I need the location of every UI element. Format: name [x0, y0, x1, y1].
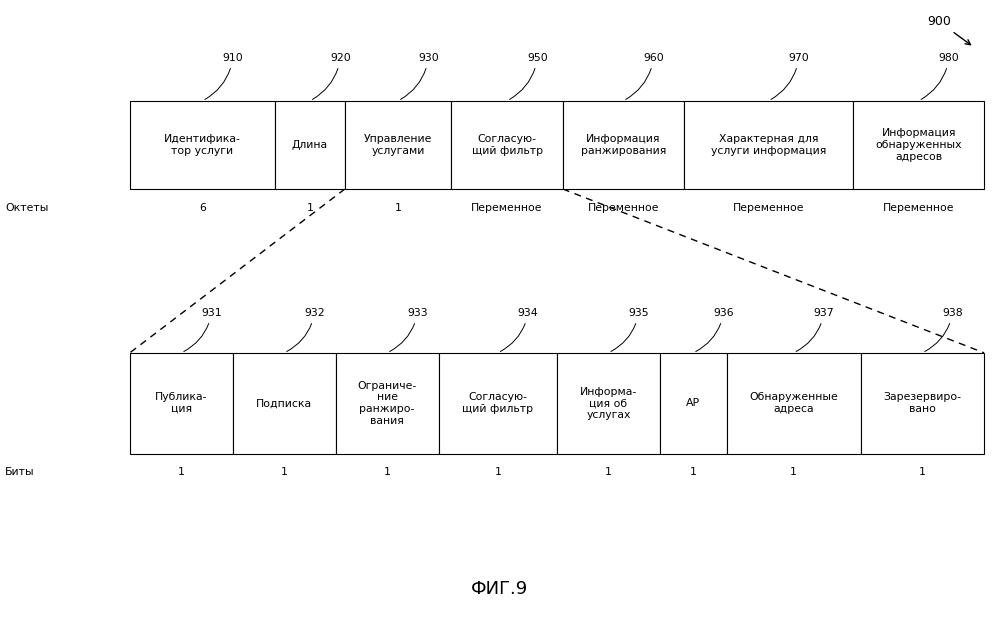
Text: Октеты: Октеты — [5, 203, 48, 213]
Text: Информация
ранжирования: Информация ранжирования — [580, 134, 666, 156]
Text: 1: 1 — [919, 467, 926, 478]
Text: Информация
обнаруженных
адресов: Информация обнаруженных адресов — [875, 129, 962, 161]
Bar — [336, 353, 439, 454]
Text: 930: 930 — [401, 53, 439, 100]
Text: 1: 1 — [690, 467, 696, 478]
Text: 970: 970 — [771, 53, 809, 100]
Text: ФИГ.9: ФИГ.9 — [471, 580, 528, 598]
Text: 1: 1 — [281, 467, 288, 478]
Bar — [853, 101, 984, 189]
Text: 1: 1 — [605, 467, 611, 478]
Text: Переменное: Переменное — [883, 203, 954, 213]
Text: Биты: Биты — [5, 467, 35, 478]
Text: 938: 938 — [925, 308, 963, 352]
Text: Ограниче-
ние
ранжиро-
вания: Ограниче- ние ранжиро- вания — [358, 381, 417, 426]
Bar — [562, 101, 683, 189]
Bar — [726, 353, 860, 454]
Text: Управление
услугами: Управление услугами — [364, 134, 433, 156]
Text: 950: 950 — [509, 53, 547, 100]
Text: Длина: Длина — [292, 140, 328, 150]
Text: 936: 936 — [695, 308, 734, 352]
Text: Характерная для
услуги информация: Характерная для услуги информация — [711, 134, 826, 156]
Text: Переменное: Переменное — [733, 203, 804, 213]
Text: Переменное: Переменное — [472, 203, 542, 213]
Text: 1: 1 — [178, 467, 185, 478]
Text: 910: 910 — [205, 53, 243, 100]
Text: Подписка: Подписка — [256, 398, 313, 408]
Text: 1: 1 — [395, 203, 402, 213]
Bar — [345, 101, 452, 189]
Text: 932: 932 — [287, 308, 325, 352]
Text: 934: 934 — [500, 308, 538, 352]
Text: 900: 900 — [927, 15, 971, 45]
Text: 980: 980 — [921, 53, 959, 100]
Text: 931: 931 — [184, 308, 222, 352]
Text: Обнаруженные
адреса: Обнаруженные адреса — [749, 392, 838, 414]
Bar — [130, 101, 275, 189]
Bar — [556, 353, 660, 454]
Text: Согласую-
щий фильтр: Согласую- щий фильтр — [463, 392, 533, 414]
Text: 1: 1 — [495, 467, 501, 478]
Bar — [439, 353, 556, 454]
Text: Зарезервиро-
вано: Зарезервиро- вано — [883, 392, 961, 414]
Text: 920: 920 — [313, 53, 351, 100]
Text: 935: 935 — [610, 308, 649, 352]
Text: Переменное: Переменное — [587, 203, 659, 213]
Text: 1: 1 — [790, 467, 797, 478]
Text: Публика-
ция: Публика- ция — [155, 392, 208, 414]
Text: 1: 1 — [384, 467, 391, 478]
Bar — [660, 353, 726, 454]
Text: АР: АР — [686, 398, 700, 408]
Text: Информа-
ция об
услугах: Информа- ция об услугах — [579, 387, 637, 420]
Bar — [452, 101, 562, 189]
Bar — [275, 101, 345, 189]
Text: 933: 933 — [390, 308, 428, 352]
Text: 1: 1 — [307, 203, 314, 213]
Text: 937: 937 — [796, 308, 834, 352]
Bar — [130, 353, 233, 454]
Bar — [683, 101, 853, 189]
Bar — [233, 353, 336, 454]
Text: 960: 960 — [625, 53, 664, 100]
Text: Идентифика-
тор услуги: Идентифика- тор услуги — [164, 134, 241, 156]
Text: Согласую-
щий фильтр: Согласую- щий фильтр — [472, 134, 542, 156]
Bar — [860, 353, 984, 454]
Text: 6: 6 — [199, 203, 206, 213]
